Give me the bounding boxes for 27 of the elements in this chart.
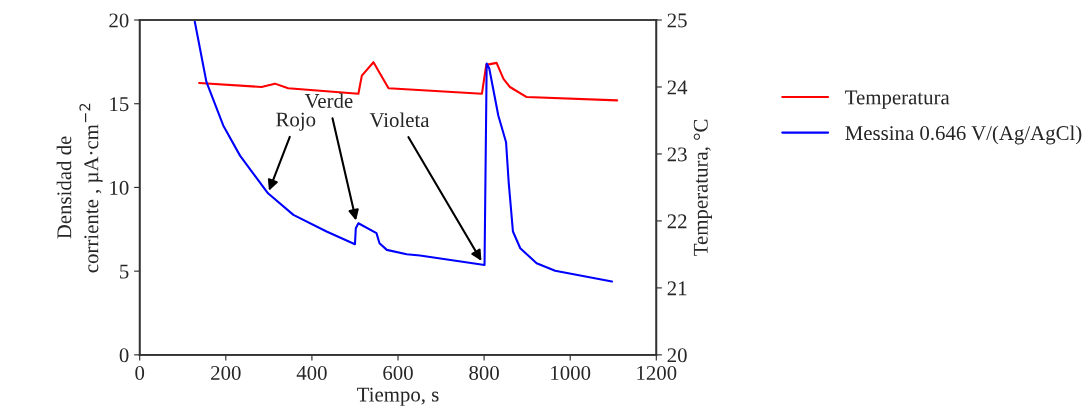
line-series	[193, 20, 613, 283]
legend-label: Temperatura	[845, 90, 950, 109]
y-axis-title: Densidad de corriente , µA·cm$^{−2}$	[56, 103, 103, 273]
y-tick-label: 10	[110, 180, 129, 195]
y-tick-label: 5	[120, 264, 129, 279]
x-tick-label: 0	[135, 365, 145, 380]
y2-tick-label: 20	[667, 348, 687, 363]
y2-tick-label: 24	[667, 80, 688, 95]
y-tick-label: 0	[119, 348, 129, 363]
x-axis-title: Tiempo, s	[357, 387, 439, 406]
x-tick-label: 600	[383, 365, 413, 380]
y2-tick-label: 25	[667, 13, 687, 28]
y2-axis-title: Temperatura, °C	[693, 119, 712, 256]
x-tick-label: 200	[211, 365, 241, 380]
x-tick-label: 1000	[551, 365, 591, 380]
x-tick-label: 1200	[637, 365, 677, 380]
y2-tick-label: 22	[667, 214, 687, 229]
x-tick-label: 800	[469, 365, 499, 380]
annotation: Verde	[304, 93, 353, 109]
x-tick-label: 400	[296, 365, 327, 380]
y-tick-label: 20	[109, 13, 129, 28]
annotation: Rojo	[276, 112, 316, 131]
annotation: Violeta	[369, 112, 430, 128]
y-tick-label: 15	[110, 97, 129, 112]
y2-tick-label: 21	[667, 281, 687, 296]
legend-label: Messina 0.646 V/(Ag/AgCl)	[845, 125, 1082, 145]
y2-tick-label: 23	[667, 147, 687, 162]
